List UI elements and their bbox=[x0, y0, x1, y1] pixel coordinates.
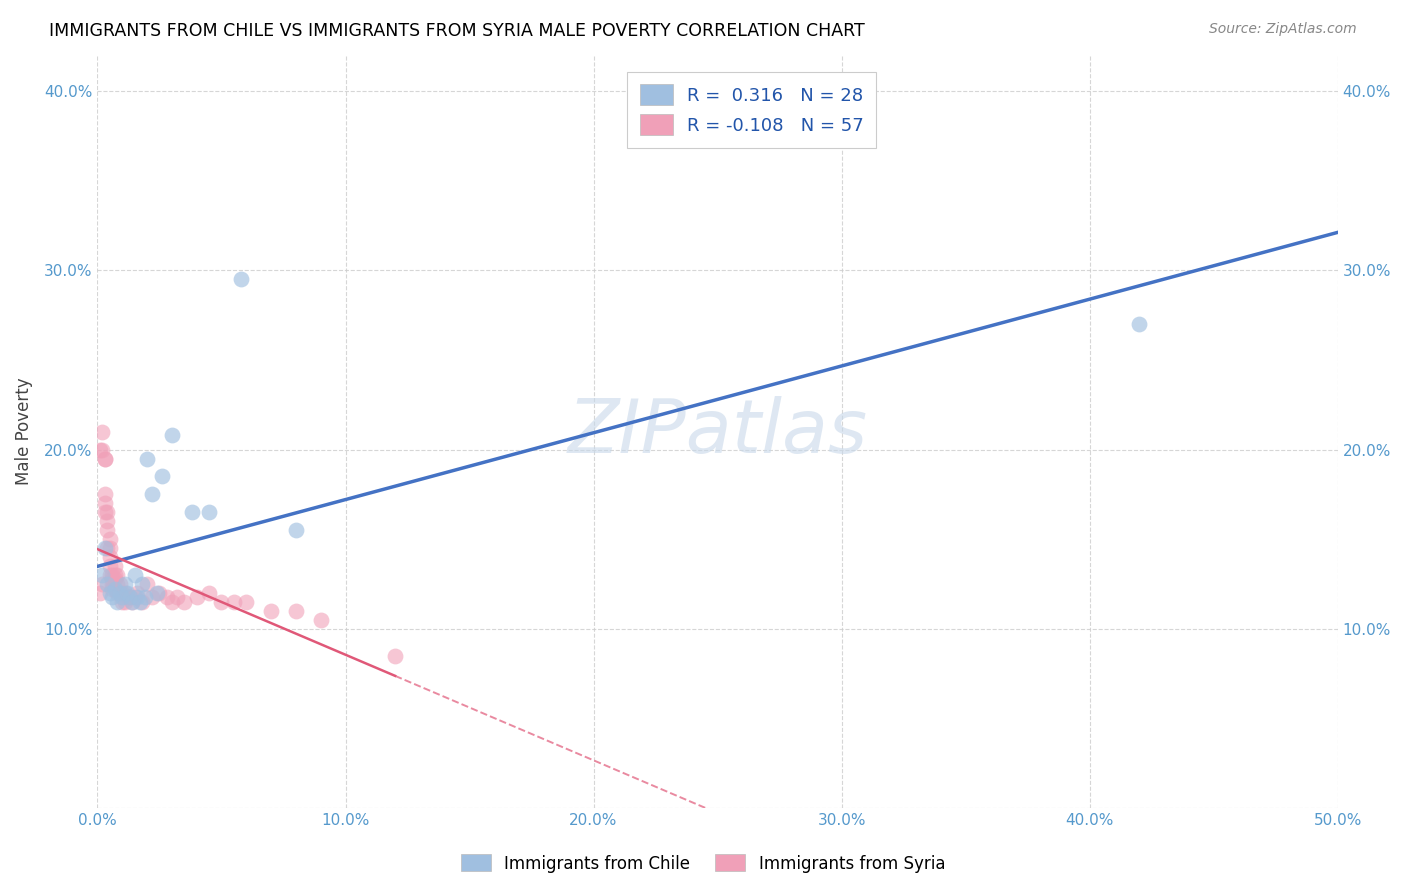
Point bbox=[114, 577, 136, 591]
Point bbox=[211, 595, 233, 609]
Point bbox=[108, 586, 131, 600]
Point bbox=[160, 595, 183, 609]
Point bbox=[118, 590, 141, 604]
Point bbox=[91, 577, 114, 591]
Point bbox=[384, 648, 406, 663]
Point bbox=[284, 523, 307, 537]
Point bbox=[96, 514, 118, 528]
Point bbox=[284, 604, 307, 618]
Point bbox=[128, 595, 150, 609]
Point bbox=[124, 568, 146, 582]
Point bbox=[235, 595, 257, 609]
Point bbox=[94, 541, 117, 556]
Point bbox=[105, 568, 128, 582]
Point bbox=[160, 428, 183, 442]
Text: Source: ZipAtlas.com: Source: ZipAtlas.com bbox=[1209, 22, 1357, 37]
Point bbox=[96, 505, 118, 519]
Point bbox=[94, 487, 117, 501]
Text: ZIPatlas: ZIPatlas bbox=[568, 396, 868, 467]
Point bbox=[98, 541, 121, 556]
Point bbox=[114, 586, 136, 600]
Point bbox=[198, 505, 221, 519]
Point bbox=[118, 590, 141, 604]
Point bbox=[89, 586, 111, 600]
Text: IMMIGRANTS FROM CHILE VS IMMIGRANTS FROM SYRIA MALE POVERTY CORRELATION CHART: IMMIGRANTS FROM CHILE VS IMMIGRANTS FROM… bbox=[49, 22, 865, 40]
Point bbox=[94, 451, 117, 466]
Point bbox=[98, 568, 121, 582]
Point bbox=[173, 595, 195, 609]
Point bbox=[136, 577, 159, 591]
Point bbox=[91, 425, 114, 439]
Point bbox=[121, 595, 143, 609]
Point bbox=[115, 590, 138, 604]
Point bbox=[89, 442, 111, 457]
Point bbox=[96, 541, 118, 556]
Point bbox=[98, 586, 121, 600]
Point bbox=[222, 595, 245, 609]
Point bbox=[150, 469, 173, 483]
Point bbox=[111, 590, 134, 604]
Point bbox=[131, 595, 153, 609]
Point bbox=[98, 550, 121, 565]
Point bbox=[260, 604, 283, 618]
Point bbox=[94, 505, 117, 519]
Point bbox=[101, 577, 124, 591]
Point bbox=[146, 586, 169, 600]
Point bbox=[105, 577, 128, 591]
Point bbox=[94, 496, 117, 510]
Point bbox=[231, 272, 253, 286]
Point bbox=[309, 613, 332, 627]
Point bbox=[104, 582, 127, 597]
Point bbox=[131, 577, 153, 591]
Point bbox=[156, 590, 179, 604]
Point bbox=[141, 487, 163, 501]
Point bbox=[148, 586, 170, 600]
Point bbox=[101, 590, 124, 604]
Point bbox=[134, 590, 156, 604]
Point bbox=[96, 523, 118, 537]
Point bbox=[121, 595, 143, 609]
Point bbox=[127, 590, 149, 604]
Point bbox=[101, 582, 124, 597]
Y-axis label: Male Poverty: Male Poverty bbox=[15, 378, 32, 485]
Point bbox=[91, 568, 114, 582]
Legend: Immigrants from Chile, Immigrants from Syria: Immigrants from Chile, Immigrants from S… bbox=[454, 847, 952, 880]
Point bbox=[166, 590, 188, 604]
Point bbox=[91, 442, 114, 457]
Point bbox=[98, 532, 121, 546]
Point bbox=[108, 586, 131, 600]
Point bbox=[108, 577, 131, 591]
Point bbox=[101, 572, 124, 586]
Point bbox=[141, 590, 163, 604]
Point bbox=[186, 590, 208, 604]
Point bbox=[124, 590, 146, 604]
Point bbox=[111, 595, 134, 609]
Point bbox=[1128, 317, 1150, 331]
Point bbox=[114, 595, 136, 609]
Point bbox=[101, 568, 124, 582]
Point bbox=[104, 568, 127, 582]
Legend: R =  0.316   N = 28, R = -0.108   N = 57: R = 0.316 N = 28, R = -0.108 N = 57 bbox=[627, 71, 876, 148]
Point bbox=[105, 595, 128, 609]
Point bbox=[111, 586, 134, 600]
Point bbox=[115, 586, 138, 600]
Point bbox=[98, 559, 121, 574]
Point bbox=[94, 451, 117, 466]
Point bbox=[136, 451, 159, 466]
Point bbox=[127, 586, 149, 600]
Point bbox=[105, 586, 128, 600]
Point bbox=[180, 505, 202, 519]
Point bbox=[96, 577, 118, 591]
Point bbox=[198, 586, 221, 600]
Point bbox=[104, 559, 127, 574]
Point bbox=[104, 572, 127, 586]
